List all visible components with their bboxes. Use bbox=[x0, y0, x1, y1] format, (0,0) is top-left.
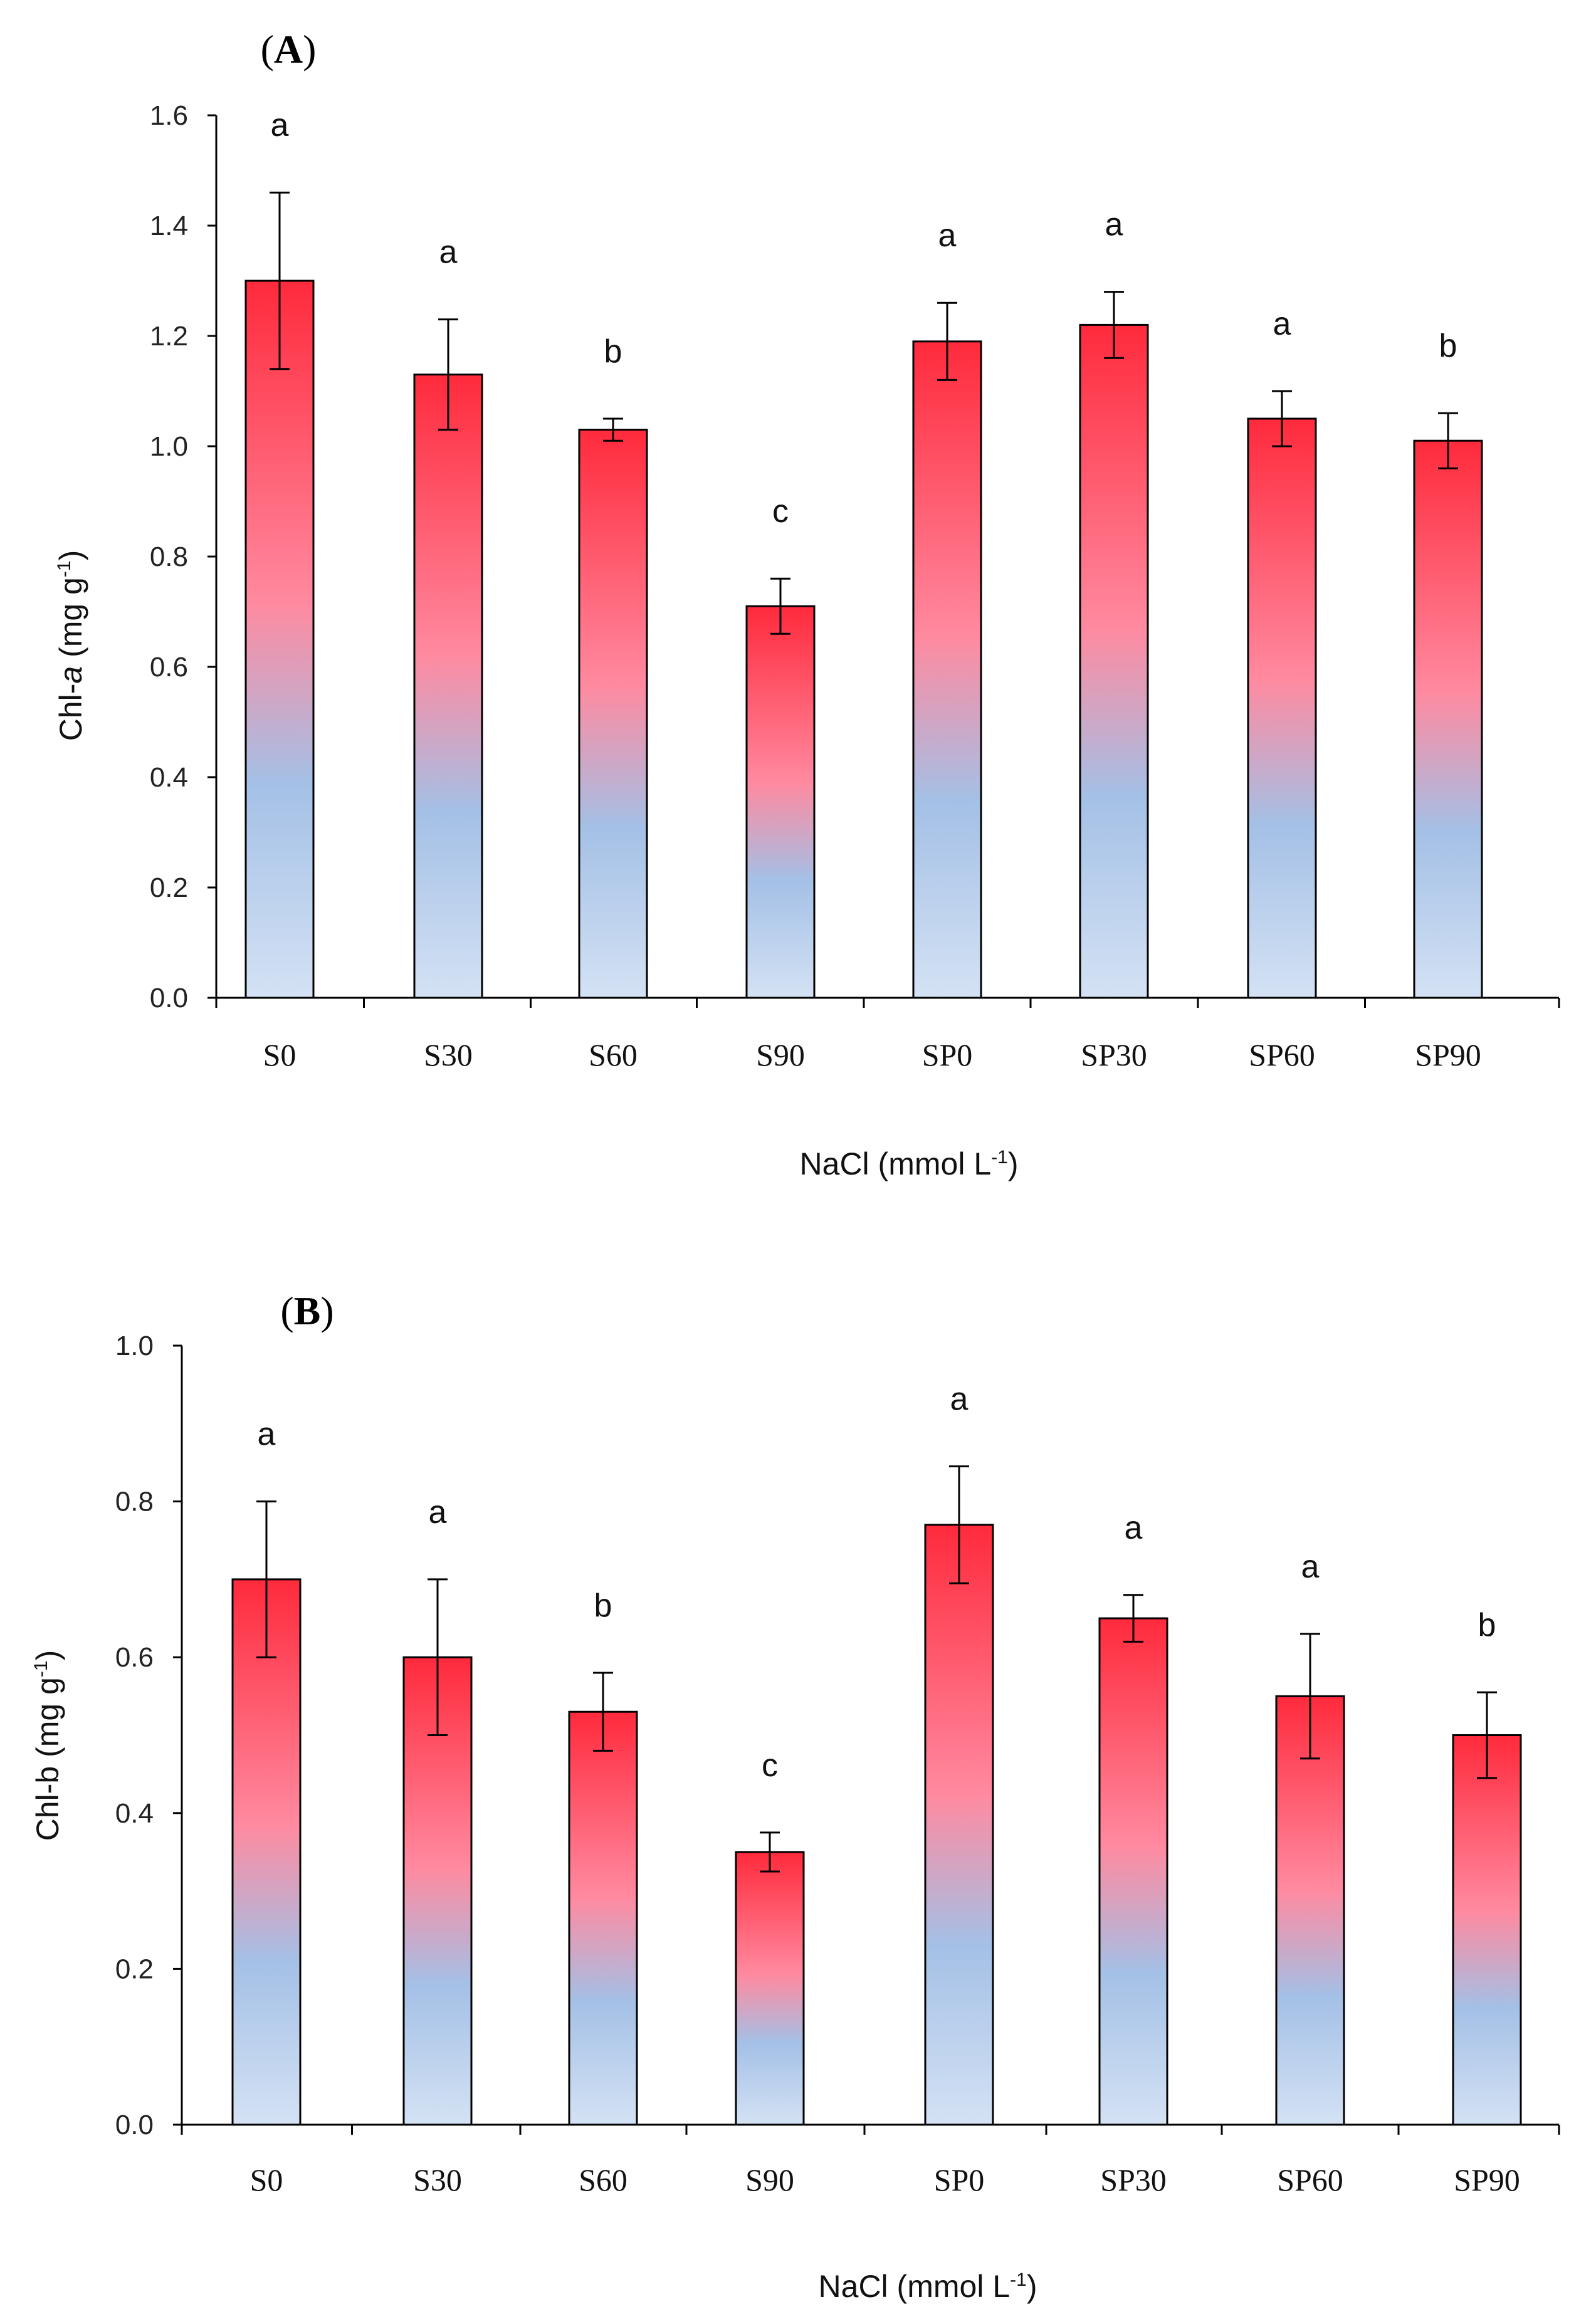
y-tick-label-b: 0.8 bbox=[115, 1487, 154, 1517]
x-axis-title-b: NaCl (mmol L-1) bbox=[819, 2269, 1037, 2304]
panel-label-b-letter: B bbox=[294, 1289, 321, 1333]
y-tick-label-b: 0.0 bbox=[115, 2110, 154, 2140]
y-axis-title-b: Chl-b (mg g-1) bbox=[30, 1650, 65, 1841]
y-tick-label-b: 0.2 bbox=[115, 1954, 154, 1984]
chart-panel-a: (A) 0.0 0.2 0.4 0.6 0.8 1.0 1.2 1.4 1.6 a S0 a S30 b… bbox=[53, 27, 1560, 1181]
y-tick-label-a: 1.0 bbox=[150, 431, 188, 462]
category-label-a-SP90: SP90 bbox=[1415, 1037, 1481, 1072]
panel-label-a-letter: A bbox=[274, 27, 303, 71]
significance-letter-a-S60: b bbox=[604, 333, 622, 370]
y-tick-label-a: 0.8 bbox=[150, 542, 188, 572]
y-tick-label-a: 1.4 bbox=[150, 211, 188, 241]
category-label-b-SP90: SP90 bbox=[1454, 2162, 1520, 2197]
bar-a-S90 bbox=[745, 605, 816, 999]
y-tick-label-b: 0.4 bbox=[115, 1798, 154, 1829]
bars-a: a S0 a S30 b S60 c S90 a SP0 a SP30 a SP60 b SP90 bbox=[244, 107, 1483, 1072]
bar-b-S0 bbox=[231, 1578, 302, 2126]
significance-letter-a-SP30: a bbox=[1105, 207, 1123, 243]
significance-letter-b-S90: c bbox=[762, 1747, 778, 1784]
significance-letter-b-SP60: a bbox=[1301, 1549, 1320, 1585]
significance-letter-b-S60: b bbox=[594, 1588, 612, 1624]
y-tick-label-a: 0.0 bbox=[150, 983, 188, 1013]
bar-a-S60 bbox=[578, 429, 648, 999]
y-axis-title-a: Chl-a (mg g-1) bbox=[53, 550, 88, 741]
axes-b bbox=[181, 1346, 1560, 2135]
panel-label-a: (A) bbox=[261, 27, 317, 71]
significance-letter-a-SP90: b bbox=[1439, 328, 1457, 364]
bar-a-SP60 bbox=[1247, 417, 1317, 999]
category-label-b-SP30: SP30 bbox=[1100, 2162, 1167, 2197]
significance-letter-b-SP30: a bbox=[1125, 1510, 1143, 1546]
y-axis-ticks-a: 0.0 0.2 0.4 0.6 0.8 1.0 1.2 1.4 1.6 bbox=[150, 100, 216, 1013]
y-tick-label-a: 0.2 bbox=[150, 872, 188, 903]
y-axis-ticks-b: 0.0 0.2 0.4 0.6 0.8 1.0 bbox=[115, 1331, 182, 2140]
category-label-b-S0: S0 bbox=[250, 2162, 283, 2197]
y-tick-label-a: 1.6 bbox=[150, 100, 188, 131]
bar-a-S0 bbox=[244, 280, 315, 999]
bars-b: a S0 a S30 b S60 c S90 a SP0 a SP30 a SP60 b SP90 bbox=[231, 1381, 1522, 2197]
category-label-a-SP0: SP0 bbox=[922, 1037, 973, 1072]
significance-letter-a-S90: c bbox=[772, 493, 789, 530]
y-tick-label-b: 0.6 bbox=[115, 1642, 154, 1673]
axes-a bbox=[215, 115, 1560, 1008]
bar-b-SP90 bbox=[1452, 1734, 1522, 2126]
bar-a-S30 bbox=[413, 374, 483, 999]
bar-b-SP0 bbox=[924, 1524, 994, 2126]
bar-a-SP90 bbox=[1413, 439, 1483, 999]
category-label-a-S90: S90 bbox=[756, 1037, 805, 1072]
bar-a-SP30 bbox=[1079, 323, 1149, 999]
category-label-a-SP30: SP30 bbox=[1081, 1037, 1147, 1072]
bar-b-S90 bbox=[735, 1851, 805, 2126]
x-axis-title-a: NaCl (mmol L-1) bbox=[800, 1146, 1019, 1181]
significance-letter-a-SP60: a bbox=[1273, 306, 1291, 342]
bar-a-SP0 bbox=[912, 340, 982, 999]
significance-letter-b-SP90: b bbox=[1478, 1607, 1496, 1643]
category-label-b-S90: S90 bbox=[745, 2162, 794, 2197]
significance-letter-b-SP0: a bbox=[950, 1381, 969, 1418]
category-label-a-S30: S30 bbox=[424, 1037, 473, 1072]
category-label-b-S30: S30 bbox=[413, 2162, 462, 2197]
bar-b-SP30 bbox=[1098, 1617, 1168, 2126]
significance-letter-a-SP0: a bbox=[938, 217, 957, 254]
y-tick-label-a: 0.4 bbox=[150, 762, 188, 793]
significance-letter-b-S30: a bbox=[429, 1494, 447, 1531]
panel-label-b: (B) bbox=[280, 1289, 333, 1333]
bar-b-SP60 bbox=[1275, 1695, 1345, 2126]
category-label-b-SP60: SP60 bbox=[1277, 2162, 1343, 2197]
category-label-b-SP0: SP0 bbox=[934, 2162, 985, 2197]
significance-letter-a-S0: a bbox=[271, 107, 289, 144]
category-label-b-S60: S60 bbox=[579, 2162, 627, 2197]
significance-letter-b-S0: a bbox=[258, 1416, 276, 1453]
y-tick-label-a: 1.2 bbox=[150, 321, 188, 352]
category-label-a-SP60: SP60 bbox=[1249, 1037, 1315, 1072]
significance-letter-a-S30: a bbox=[439, 234, 458, 271]
category-label-a-S0: S0 bbox=[263, 1037, 297, 1072]
chart-panel-b: (B) 0.0 0.2 0.4 0.6 0.8 1.0 a S0 a S30 b S60 c S90 a S… bbox=[30, 1289, 1560, 2304]
category-label-a-S60: S60 bbox=[589, 1037, 638, 1072]
bar-b-S60 bbox=[568, 1710, 638, 2126]
y-tick-label-a: 0.6 bbox=[150, 652, 188, 683]
y-tick-label-b: 1.0 bbox=[115, 1331, 154, 1361]
